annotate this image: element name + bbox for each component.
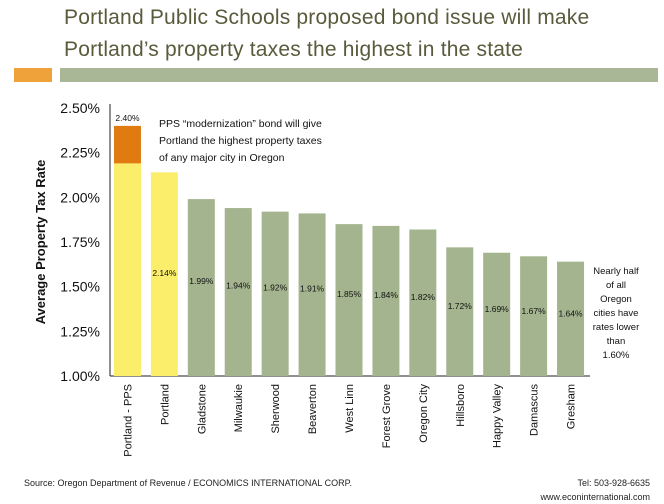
- y-tick-label: 2.50%: [60, 100, 100, 116]
- x-tick-label: Milwaukie: [233, 384, 245, 432]
- bar: [261, 211, 289, 376]
- y-tick-label: 1.75%: [60, 234, 100, 250]
- bar-value-label: 1.94%: [226, 281, 251, 291]
- bar: [187, 199, 215, 376]
- website: www.econinternational.com: [540, 492, 650, 502]
- x-tick-labels: Portland - PPS Portland Gladstone Milwaukie…: [122, 384, 577, 457]
- bar-value-label: 1.64%: [558, 309, 583, 319]
- y-axis-title-group: Average Property Tax Rate: [33, 160, 48, 325]
- y-tick-label: 2.25%: [60, 145, 100, 161]
- annotation-text: PPS “modernization” bond will give: [159, 118, 322, 130]
- x-tick-label: Forest Grove: [381, 384, 393, 448]
- bar: [520, 256, 548, 376]
- bar-value-label: 1.72%: [448, 301, 473, 311]
- bar: [446, 247, 474, 376]
- x-tick-label: Gladstone: [196, 384, 208, 434]
- x-tick-label: Portland - PPS: [122, 384, 134, 457]
- bar-value-label: 1.91%: [300, 283, 325, 293]
- bar-value-label: 1.85%: [337, 289, 362, 299]
- bar: [335, 224, 363, 376]
- bar-value-label: 1.84%: [374, 290, 399, 300]
- accent-bar-orange: [14, 68, 52, 82]
- annotation-text: Portland the highest property taxes: [159, 135, 322, 147]
- bar: [409, 229, 437, 376]
- bar-value-label: 2.14%: [152, 268, 177, 278]
- x-tick-label: Beaverton: [307, 384, 319, 434]
- annotation-text: Nearly half: [593, 266, 639, 277]
- annotation-text: Oregon: [600, 294, 632, 305]
- bar-value-label: 1.69%: [485, 304, 510, 314]
- bar-value-label: 1.99%: [189, 276, 214, 286]
- bar: [372, 225, 400, 376]
- bars: 2.40% 2.14% 1.99% 1.94% 1.92% 1.91% 1.85% 1.84%…: [113, 113, 585, 376]
- x-tick-label: Damascus: [529, 384, 541, 436]
- accent-bar-green: [60, 68, 658, 82]
- x-tick-label: West Linn: [344, 384, 356, 433]
- bar: [298, 213, 326, 376]
- y-tick-label: 2.00%: [60, 189, 100, 205]
- y-tick-label: 1.00%: [60, 368, 100, 384]
- phone-number: Tel: 503-928-6635: [577, 478, 650, 488]
- bar-segment-bond: [113, 125, 141, 164]
- bar: [150, 172, 178, 376]
- annotations: PPS “modernization” bond will give Portla…: [159, 118, 639, 361]
- annotation-text: of any major city in Oregon: [159, 152, 285, 164]
- contact-info: Tel: 503-928-6635 www.econinternational.…: [540, 476, 650, 504]
- y-tick-label: 1.25%: [60, 323, 100, 339]
- bar-value-label: 1.92%: [263, 283, 288, 293]
- title-line-2: Portland’s property taxes the highest in…: [64, 38, 524, 61]
- bar: [483, 252, 511, 376]
- y-tick-label: 1.50%: [60, 279, 100, 295]
- x-tick-label: Happy Valley: [492, 384, 504, 448]
- bar-segment-base: [113, 163, 141, 376]
- bar-value-label: 1.67%: [522, 306, 547, 316]
- annotation-text: 1.60%: [603, 350, 630, 361]
- annotation-text: cities have: [594, 308, 639, 319]
- x-tick-label: Oregon City: [418, 384, 430, 443]
- title-line-1: Portland Public Schools proposed bond is…: [64, 6, 590, 29]
- x-tick-label: Gresham: [566, 384, 578, 429]
- bar-chart: Average Property Tax Rate 1.00% 1.25% 1.50…: [33, 100, 639, 457]
- page-title: Portland Public Schools proposed bond is…: [64, 2, 654, 66]
- bar-value-label: 1.82%: [411, 292, 436, 302]
- source-note: Source: Oregon Department of Revenue / E…: [24, 478, 352, 488]
- bar-value-label: 2.40%: [115, 113, 140, 123]
- annotation-text: than: [607, 336, 626, 347]
- y-axis-title: Average Property Tax Rate: [33, 160, 48, 325]
- x-tick-label: Sherwood: [270, 384, 282, 434]
- x-tick-label: Portland: [159, 384, 171, 425]
- x-tick-label: Hillsboro: [455, 384, 467, 427]
- annotation-text: of all: [606, 280, 626, 291]
- bar: [224, 208, 252, 376]
- annotation-text: rates lower: [593, 322, 639, 333]
- bar: [557, 261, 585, 376]
